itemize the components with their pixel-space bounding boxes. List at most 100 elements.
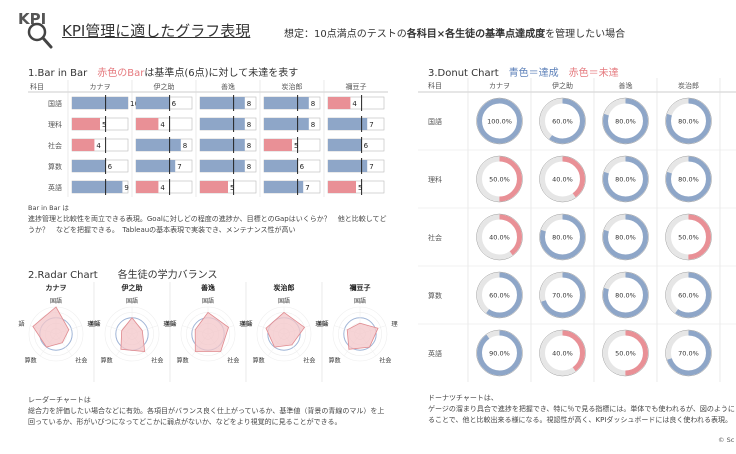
radar-axis-label: 理科 [87,320,99,328]
bar-value [136,118,159,130]
donut-note: ドーナツチャートは、 ゲージの溜まり具合で進捗を把握でき、特に％で見る指標には。… [428,393,736,426]
donut-value-label: 40.0% [552,350,573,358]
donut-outline [476,155,523,203]
donut-value-label: 100.0% [487,118,512,126]
donut-outline [476,271,523,319]
radar-student-label: カナヲ [46,284,67,292]
bar-corner-label: 科目 [30,82,44,91]
radar-axis-label: 算数 [177,357,189,365]
bar-value [136,181,159,193]
radar-polygon [32,306,70,348]
bar-data-label: 6 [108,163,113,171]
radar-axis-label: 社会 [151,357,163,365]
radar-axis-label: 算数 [253,357,265,365]
bar-note-line2: うか？ などを把握できる。 Tableauの基本表現で実装でき、メンテナンス性が… [28,226,296,234]
radar-axis-label: 英語 [317,320,329,328]
donut-arc [603,214,648,260]
donut-arc [666,330,711,376]
magnifier-icon [27,22,53,49]
donut-outline [665,213,712,261]
bar-value [72,118,100,130]
radar-axis-label: 社会 [379,357,391,365]
bar-title-post: は基準点(6点)に対して未達を表す [144,68,299,79]
bar-value [264,139,292,151]
bar-student-label: 禰豆子 [346,83,367,91]
bar-data-label: 10 [130,100,139,108]
donut-value-label: 50.0% [489,176,510,184]
bar-data-label: 4 [96,142,101,150]
donut-note-line1: ゲージの溜まり具合で進捗を把握でき、特に％で見る指標には。単体でも使われるが、図… [428,405,735,413]
donut-arc [666,98,711,144]
bar-value [328,97,351,109]
kpi-logo: KPI [18,10,62,52]
bar-category-label: 国語 [48,99,62,108]
donut-arc [477,272,522,318]
radar-axis-label: 理科 [315,320,327,328]
bar-data-label: 6 [172,100,177,108]
bar-data-label: 4 [352,100,357,108]
bar-value [72,97,128,109]
donut-arc [477,98,522,144]
bar-value [264,181,304,193]
donut-arc [603,330,648,376]
donut-student-label: 伊之助 [552,81,573,90]
donut-value-label: 60.0% [552,118,573,126]
donut-value-label: 80.0% [552,234,573,242]
donut-category-label: 英語 [428,349,442,358]
donut-title-blue: 青色＝達成 [508,68,559,79]
bar-value [72,160,106,172]
bar-data-label: 4 [160,121,165,129]
donut-arc [666,156,711,202]
radar-axis-label: 国語 [50,297,62,305]
bar-data-label: 7 [305,184,309,192]
radar-axis-label: 算数 [329,357,341,365]
donut-value-label: 80.0% [678,176,699,184]
bar-data-label: 8 [311,121,315,129]
radar-axis-label: 算数 [101,357,113,365]
donut-value-label: 60.0% [678,292,699,300]
subtitle-pre: 想定：10点満点のテストの [284,29,407,40]
bar-student-label: 炭治郎 [282,82,303,91]
bar-data-label: 8 [247,100,251,108]
donut-arc [540,214,585,260]
donut-arc [603,156,648,202]
radar-axis-label: 英語 [241,320,253,328]
donut-category-label: 社会 [428,233,442,242]
radar-note: レーダーチャートは 総合力を評価したい場合などに有効。各項目がバランス良く仕上が… [28,395,398,428]
radar-student-label: 禰豆子 [349,283,371,292]
bar-note-line1: 進捗管理と比較性を両立できる表現。Goalに対しどの程度の進捗か、目標とのGap… [28,215,387,223]
donut-value-label: 80.0% [678,118,699,126]
bar-category-label: 算数 [48,162,62,171]
radar-axis-label: 理科 [391,320,398,328]
radar-axis-label: 英語 [18,320,25,328]
bar-value [200,181,228,193]
donut-value-label: 60.0% [489,292,510,300]
bar-data-label: 5 [230,184,234,192]
donut-category-label: 算数 [428,291,442,300]
radar-polygon [120,317,146,352]
bar-value [328,139,362,151]
bar-value [200,139,245,151]
bar-data-label: 7 [369,121,373,129]
bar-value [136,139,181,151]
bar-data-label: 7 [177,163,181,171]
bar-value [200,160,245,172]
radar-student-label: 伊之助 [121,283,143,292]
radar-axis-label: 社会 [303,357,315,365]
radar-note-line2: 回っているか、形がいびつになってどこかに弱点がないか、などをより視覚的に見ること… [28,418,342,426]
donut-student-label: 炭治郎 [678,81,699,90]
donut-outline [602,97,649,145]
donut-outline [665,97,712,145]
bar-data-label: 5 [294,142,298,150]
bar-data-label: 8 [247,121,251,129]
bar-value [72,181,123,193]
donut-arc [666,272,711,318]
page-subtitle: 想定：10点満点のテストの各科目×各生徒の基準点達成度を管理したい場合 [284,25,625,40]
bar-section-title: 1.Bar in Bar 赤色のBarは基準点(6点)に対して未達を表す [28,64,298,79]
donut-arc [666,214,711,260]
donut-category-label: 国語 [428,117,442,126]
donut-value-label: 40.0% [489,234,510,242]
bar-title-pre: 1.Bar in Bar [28,68,98,79]
